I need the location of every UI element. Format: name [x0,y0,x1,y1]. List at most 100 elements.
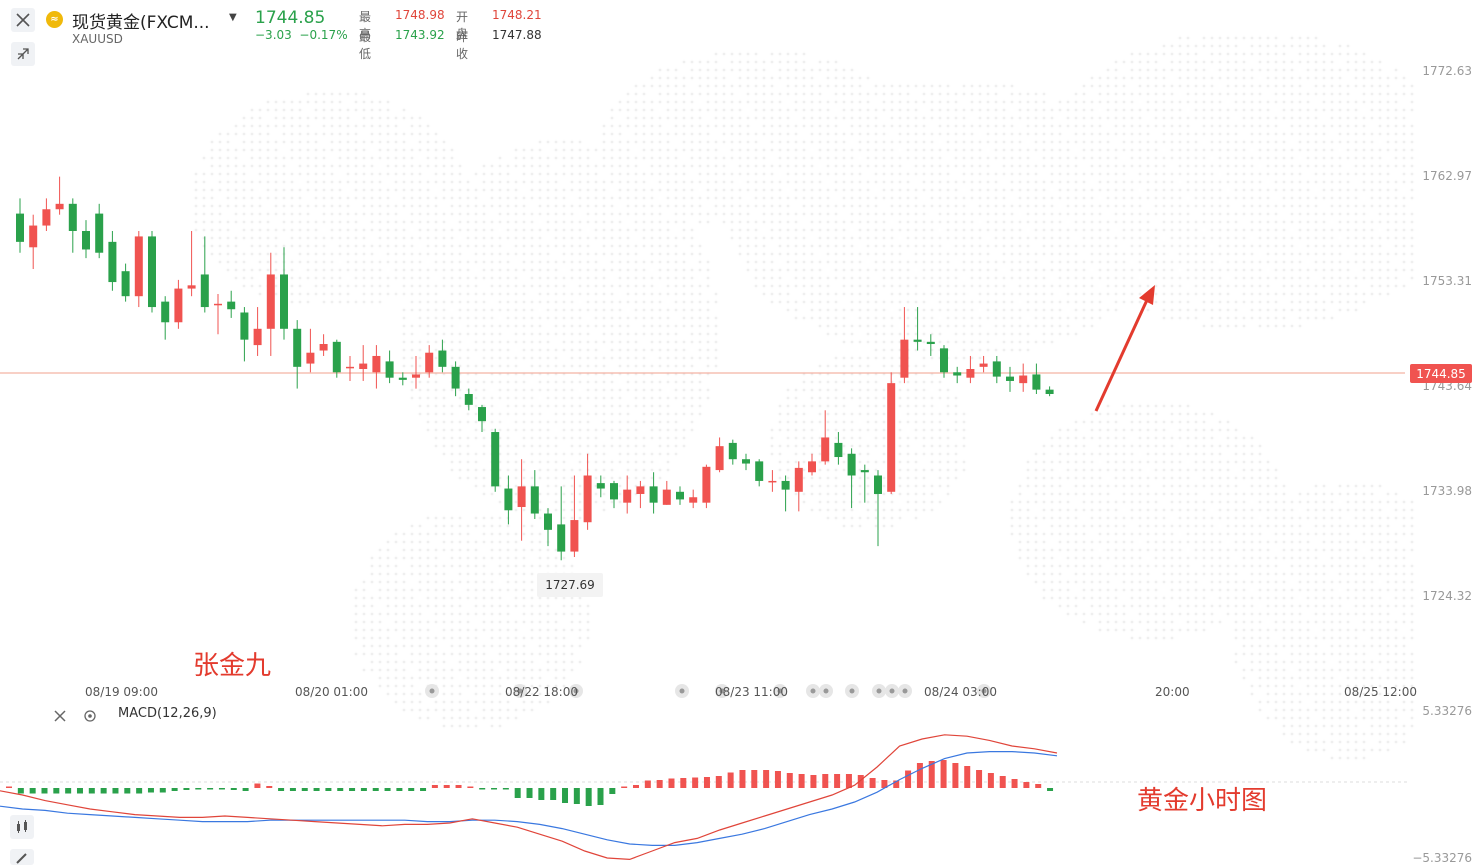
candle-body[interactable] [517,486,526,508]
candle-body[interactable] [200,274,209,308]
candle-body[interactable] [926,341,935,345]
candle-body[interactable] [689,497,698,503]
candle-body[interactable] [953,372,962,376]
candle-body[interactable] [781,480,790,490]
candle-body[interactable] [412,374,420,378]
candle-body[interactable] [29,225,38,248]
candle-body[interactable] [583,475,592,523]
candle-body[interactable] [544,513,552,530]
close-indicator-icon[interactable] [52,708,68,724]
candle-body[interactable] [240,312,249,340]
macd-bar [656,780,663,788]
candle-body[interactable] [227,301,236,310]
candle-body[interactable] [1032,374,1041,390]
dropdown-arrow-icon[interactable]: ▼ [229,12,237,23]
candle-body[interactable] [451,366,460,389]
close-button[interactable] [11,8,35,32]
candle-body[interactable] [108,241,117,283]
candle-body[interactable] [121,271,130,297]
candle-body[interactable] [42,209,51,226]
candle-body[interactable] [359,363,368,370]
candle-body[interactable] [293,328,302,367]
candle-body[interactable] [214,303,222,306]
candle-body[interactable] [82,230,90,250]
candle-body[interactable] [491,432,500,487]
candle-body[interactable] [913,339,922,342]
candle-body[interactable] [478,407,486,422]
candle-body[interactable] [372,355,381,373]
candle-body[interactable] [702,466,711,503]
candle-type-button[interactable] [10,815,34,839]
candle-body[interactable] [610,483,618,500]
candle-body[interactable] [1006,376,1014,381]
event-markers[interactable] [425,684,991,698]
candle-body[interactable] [940,348,948,373]
candle-body[interactable] [847,453,856,476]
candle-body[interactable] [794,467,803,492]
event-marker-dot [902,688,908,694]
candle-body[interactable] [504,488,513,511]
candle-body[interactable] [557,524,566,552]
candle-body[interactable] [755,461,764,481]
candle-body[interactable] [887,383,896,492]
candle-body[interactable] [425,352,434,373]
candle-body[interactable] [148,236,156,308]
draw-tool-button[interactable] [10,849,34,865]
candle-body[interactable] [821,437,830,462]
candle-body[interactable] [860,470,869,473]
candle-body[interactable] [530,486,539,514]
candle-body[interactable] [438,350,447,367]
collapse-button[interactable] [11,42,35,66]
symbol-code: XAUUSD [72,32,123,46]
macd-axis-bottom: −5.33276 [1412,851,1472,865]
candle-body[interactable] [662,489,671,505]
candle-body[interactable] [1019,375,1028,384]
candle-body[interactable] [68,203,77,231]
macd-bar [136,788,143,794]
macd-bar [680,778,687,788]
symbol-name[interactable]: 现货黄金(FXCM... [72,13,210,33]
candle-body[interactable] [596,483,605,489]
candle-body[interactable] [742,459,750,464]
macd-bar [798,774,805,788]
candle-body[interactable] [253,328,262,346]
candle-body[interactable] [1045,389,1054,394]
settings-gear-icon[interactable] [82,708,98,724]
candle-body[interactable] [266,274,275,329]
candle-body[interactable] [346,366,354,369]
candle-body[interactable] [900,339,909,378]
candle-body[interactable] [161,301,170,323]
macd-bar [514,788,521,798]
candle-body[interactable] [332,341,341,373]
candle-body[interactable] [398,377,407,380]
candle-body[interactable] [319,344,328,351]
candle-body[interactable] [16,213,24,242]
candle-body[interactable] [464,393,473,405]
candle-body[interactable] [676,491,684,500]
macd-bar [242,788,249,791]
macd-bar [254,783,261,788]
candle-body[interactable] [649,486,658,503]
candle-body[interactable] [966,369,975,378]
candle-body[interactable] [768,480,777,483]
candle-body[interactable] [55,203,64,210]
candle-body[interactable] [174,288,183,323]
candle-body[interactable] [808,461,816,473]
candle-body[interactable] [187,285,196,289]
candle-body[interactable] [636,486,645,494]
candle-body[interactable] [134,236,143,297]
candle-body[interactable] [728,442,737,460]
candle-body[interactable] [623,489,632,503]
candle-body[interactable] [979,363,988,367]
macd-bar [289,788,296,791]
candle-body[interactable] [834,442,843,458]
candle-body[interactable] [280,274,288,329]
candle-body[interactable] [874,475,882,494]
candle-body[interactable] [95,213,104,253]
candle-body[interactable] [570,520,579,552]
candle-body[interactable] [385,361,394,378]
candle-body[interactable] [306,352,315,364]
candle-body[interactable] [715,446,724,471]
candle-body[interactable] [992,361,1001,377]
